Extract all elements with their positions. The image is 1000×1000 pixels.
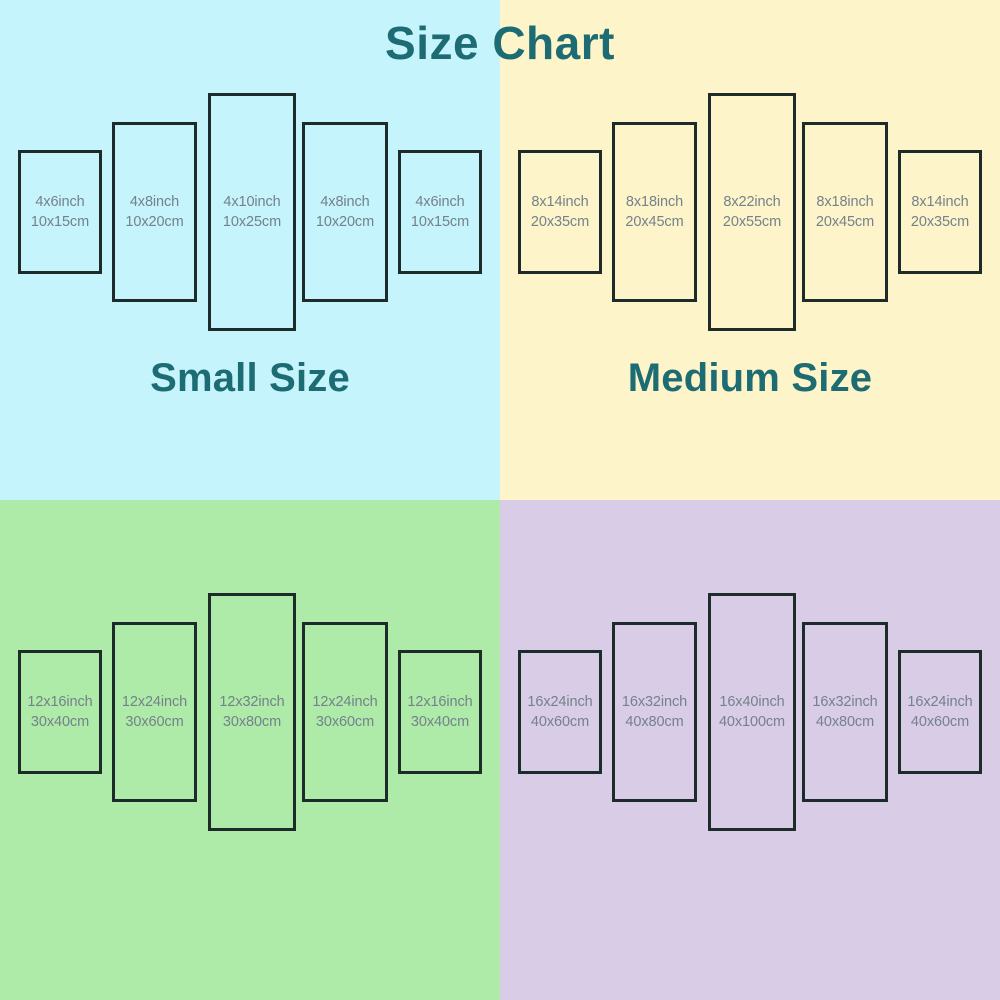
panel-size-inch: 8x18inch bbox=[625, 194, 684, 210]
panel-size-cm: 10x20cm bbox=[315, 214, 375, 230]
panel-size-cm: 30x60cm bbox=[125, 714, 184, 730]
panel-size-cm: 40x80cm bbox=[815, 714, 875, 730]
panel-size-inch: 8x18inch bbox=[816, 194, 874, 210]
panel-size-cm: 30x60cm bbox=[315, 714, 375, 730]
panel-size-inch: 16x40inch bbox=[719, 694, 785, 710]
panel-size-inch: 8x14inch bbox=[911, 194, 969, 210]
canvas-panel: 12x32inch 30x80cm bbox=[208, 593, 296, 831]
panel-size-cm: 20x35cm bbox=[530, 214, 590, 230]
panel-size-cm: 30x40cm bbox=[30, 714, 90, 730]
panel-wall-xlarge: 16x24inch 40x60cm 16x32inch 40x80cm 16x40inc… bbox=[500, 500, 1000, 930]
panel-size-cm: 20x45cm bbox=[625, 214, 684, 230]
section-large: 12x16inch 30x40cm 12x24inch 30x60cm 12x32inc… bbox=[0, 500, 500, 1000]
panel-size-inch: 12x32inch bbox=[219, 694, 285, 710]
canvas-panel: 4x8inch 10x20cm bbox=[302, 122, 388, 302]
canvas-panel: 4x6inch 10x15cm bbox=[18, 150, 102, 274]
panel-size-inch: 8x14inch bbox=[531, 194, 589, 210]
canvas-panel: 16x32inch 40x80cm bbox=[802, 622, 888, 802]
panel-size-inch: 16x24inch bbox=[907, 694, 973, 710]
panel-size-inch: 16x32inch bbox=[621, 694, 688, 710]
panel-size-inch: 4x6inch bbox=[415, 194, 465, 210]
canvas-panel: 12x16inch 30x40cm bbox=[398, 650, 482, 774]
canvas-panel: 4x10inch 10x25cm bbox=[208, 93, 296, 331]
panel-size-inch: 12x16inch bbox=[27, 694, 93, 710]
canvas-panel: 16x24inch 40x60cm bbox=[518, 650, 602, 774]
panel-size-cm: 30x80cm bbox=[222, 714, 282, 730]
canvas-panel: 8x18inch 20x45cm bbox=[612, 122, 697, 302]
panel-size-cm: 40x100cm bbox=[718, 714, 786, 730]
panel-size-cm: 10x15cm bbox=[410, 214, 470, 230]
panel-size-cm: 10x25cm bbox=[222, 214, 282, 230]
panel-size-cm: 20x55cm bbox=[722, 214, 782, 230]
panel-size-inch: 12x24inch bbox=[121, 694, 188, 710]
panel-size-label: 8x14inch 20x35cm bbox=[531, 192, 589, 232]
canvas-panel: 12x16inch 30x40cm bbox=[18, 650, 102, 774]
panel-size-cm: 20x35cm bbox=[910, 214, 970, 230]
panel-size-inch: 16x24inch bbox=[527, 694, 593, 710]
panel-size-inch: 16x32inch bbox=[812, 694, 878, 710]
panel-size-label: 16x40inch 40x100cm bbox=[719, 692, 785, 732]
panel-size-label: 4x10inch 10x25cm bbox=[223, 192, 281, 232]
canvas-panel: 8x22inch 20x55cm bbox=[708, 93, 796, 331]
canvas-panel: 8x14inch 20x35cm bbox=[898, 150, 982, 274]
panel-size-label: 8x18inch 20x45cm bbox=[816, 192, 874, 232]
panel-size-label: 4x8inch 10x20cm bbox=[125, 192, 183, 232]
panel-size-label: 8x18inch 20x45cm bbox=[625, 192, 683, 232]
panel-size-inch: 4x10inch bbox=[223, 194, 281, 210]
panel-size-cm: 10x20cm bbox=[125, 214, 184, 230]
panel-size-label: 12x24inch 30x60cm bbox=[122, 692, 187, 732]
panel-size-cm: 10x15cm bbox=[30, 214, 90, 230]
section-medium: 8x14inch 20x35cm 8x18inch 20x45cm 8x22inch 20… bbox=[500, 0, 1000, 500]
canvas-panel: 16x40inch 40x100cm bbox=[708, 593, 796, 831]
panel-wall-small: 4x6inch 10x15cm 4x8inch 10x20cm 4x10inch 10x2… bbox=[0, 0, 500, 430]
panel-size-inch: 4x6inch bbox=[35, 194, 85, 210]
section-heading-small: Small Size bbox=[150, 356, 350, 400]
panel-size-cm: 40x60cm bbox=[530, 714, 590, 730]
panel-size-label: 16x24inch 40x60cm bbox=[527, 692, 592, 732]
panel-size-label: 4x6inch 10x15cm bbox=[31, 192, 89, 232]
panel-size-label: 12x16inch 30x40cm bbox=[27, 692, 92, 732]
canvas-panel: 12x24inch 30x60cm bbox=[302, 622, 388, 802]
panel-size-label: 16x32inch 40x80cm bbox=[622, 692, 687, 732]
panel-size-label: 8x14inch 20x35cm bbox=[911, 192, 969, 232]
panel-size-cm: 20x45cm bbox=[815, 214, 875, 230]
panel-size-label: 4x8inch 10x20cm bbox=[316, 192, 374, 232]
panel-size-inch: 12x24inch bbox=[312, 694, 378, 710]
section-heading-medium: Medium Size bbox=[627, 356, 873, 400]
canvas-panel: 4x8inch 10x20cm bbox=[112, 122, 197, 302]
panel-size-label: 12x32inch 30x80cm bbox=[219, 692, 284, 732]
panel-size-label: 4x6inch 10x15cm bbox=[411, 192, 469, 232]
panel-size-label: 12x24inch 30x60cm bbox=[312, 692, 377, 732]
panel-wall-medium: 8x14inch 20x35cm 8x18inch 20x45cm 8x22inch 20… bbox=[500, 0, 1000, 430]
panel-size-cm: 30x40cm bbox=[410, 714, 470, 730]
panel-size-label: 16x32inch 40x80cm bbox=[812, 692, 877, 732]
canvas-panel: 16x24inch 40x60cm bbox=[898, 650, 982, 774]
panel-size-inch: 12x16inch bbox=[407, 694, 473, 710]
canvas-panel: 8x14inch 20x35cm bbox=[518, 150, 602, 274]
canvas-panel: 4x6inch 10x15cm bbox=[398, 150, 482, 274]
panel-size-cm: 40x60cm bbox=[910, 714, 970, 730]
panel-size-label: 8x22inch 20x55cm bbox=[723, 192, 781, 232]
panel-wall-large: 12x16inch 30x40cm 12x24inch 30x60cm 12x32inc… bbox=[0, 500, 500, 930]
canvas-panel: 16x32inch 40x80cm bbox=[612, 622, 697, 802]
panel-size-cm: 40x80cm bbox=[625, 714, 684, 730]
section-xlarge: 16x24inch 40x60cm 16x32inch 40x80cm 16x40inc… bbox=[500, 500, 1000, 1000]
panel-size-inch: 8x22inch bbox=[723, 194, 781, 210]
panel-size-inch: 4x8inch bbox=[129, 194, 180, 210]
canvas-panel: 12x24inch 30x60cm bbox=[112, 622, 197, 802]
panel-size-inch: 4x8inch bbox=[320, 194, 370, 210]
panel-size-label: 12x16inch 30x40cm bbox=[407, 692, 472, 732]
section-small: 4x6inch 10x15cm 4x8inch 10x20cm 4x10inch 10x2… bbox=[0, 0, 500, 500]
canvas-panel: 8x18inch 20x45cm bbox=[802, 122, 888, 302]
panel-size-label: 16x24inch 40x60cm bbox=[907, 692, 972, 732]
